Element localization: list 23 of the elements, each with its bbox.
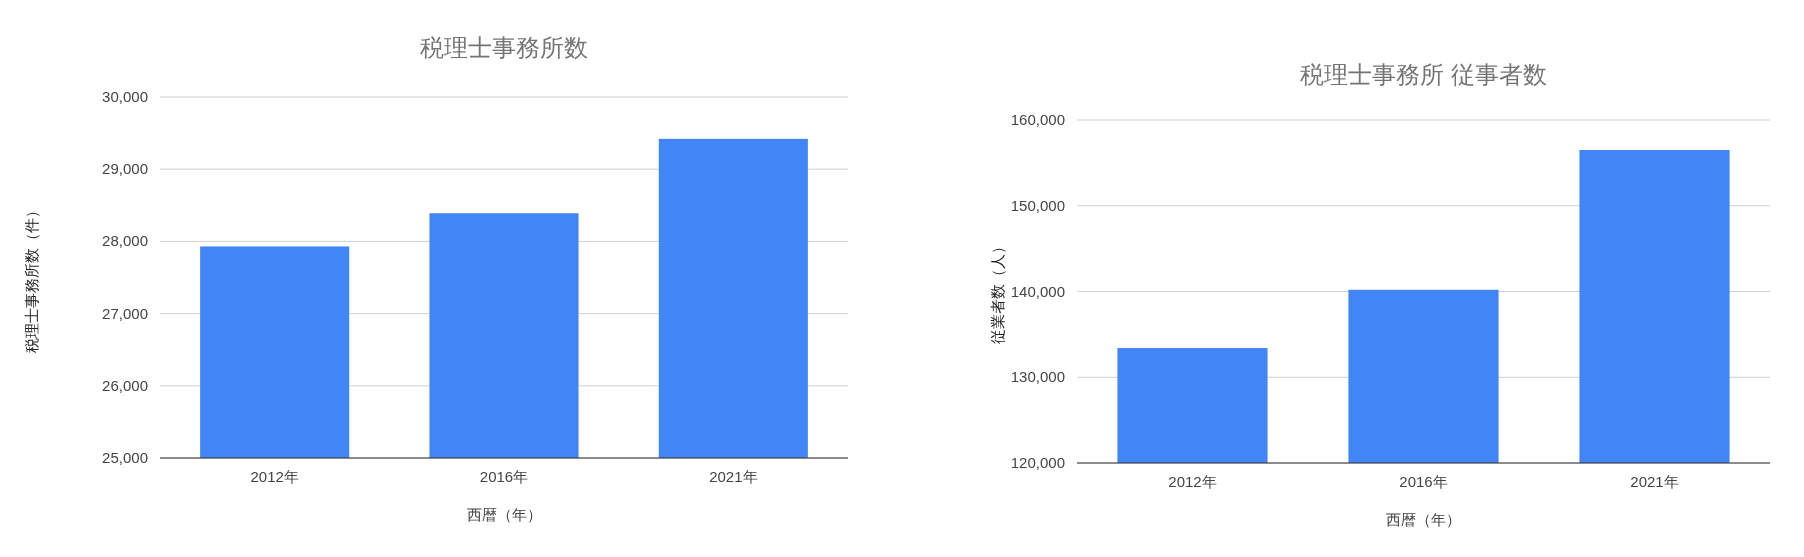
x-tick-label: 2021年 [1630,473,1679,490]
y-tick-label: 27,000 [102,304,148,322]
x-tick-label: 2016年 [479,468,529,485]
x-tick-label: 2012年 [250,468,299,485]
y-tick-label: 25,000 [102,449,148,466]
y-axis-title: 税理士事務所数（件） [23,202,40,353]
x-tick-label: 2016年 [1399,473,1448,490]
y-axis-title: 従業者数（人） [989,239,1006,344]
x-axis-title: 西暦（年） [466,506,542,523]
y-tick-label: 26,000 [102,376,148,394]
y-tick-label: 160,000 [1010,111,1065,128]
x-tick-label: 2012年 [1168,473,1217,490]
y-tick-label: 130,000 [1010,368,1065,386]
y-tick-label: 120,000 [1010,454,1065,471]
y-tick-label: 30,000 [102,88,148,105]
x-axis-title: 西暦（年） [1386,511,1461,528]
y-tick-label: 140,000 [1010,282,1065,300]
x-tick-label: 2021年 [709,468,758,485]
y-tick-label: 150,000 [1010,196,1065,214]
chart-title: 税理士事務所数 [420,34,588,61]
chart-title: 税理士事務所 従事者数 [1300,61,1547,88]
y-tick-label: 28,000 [102,232,148,250]
y-tick-label: 29,000 [102,160,148,178]
